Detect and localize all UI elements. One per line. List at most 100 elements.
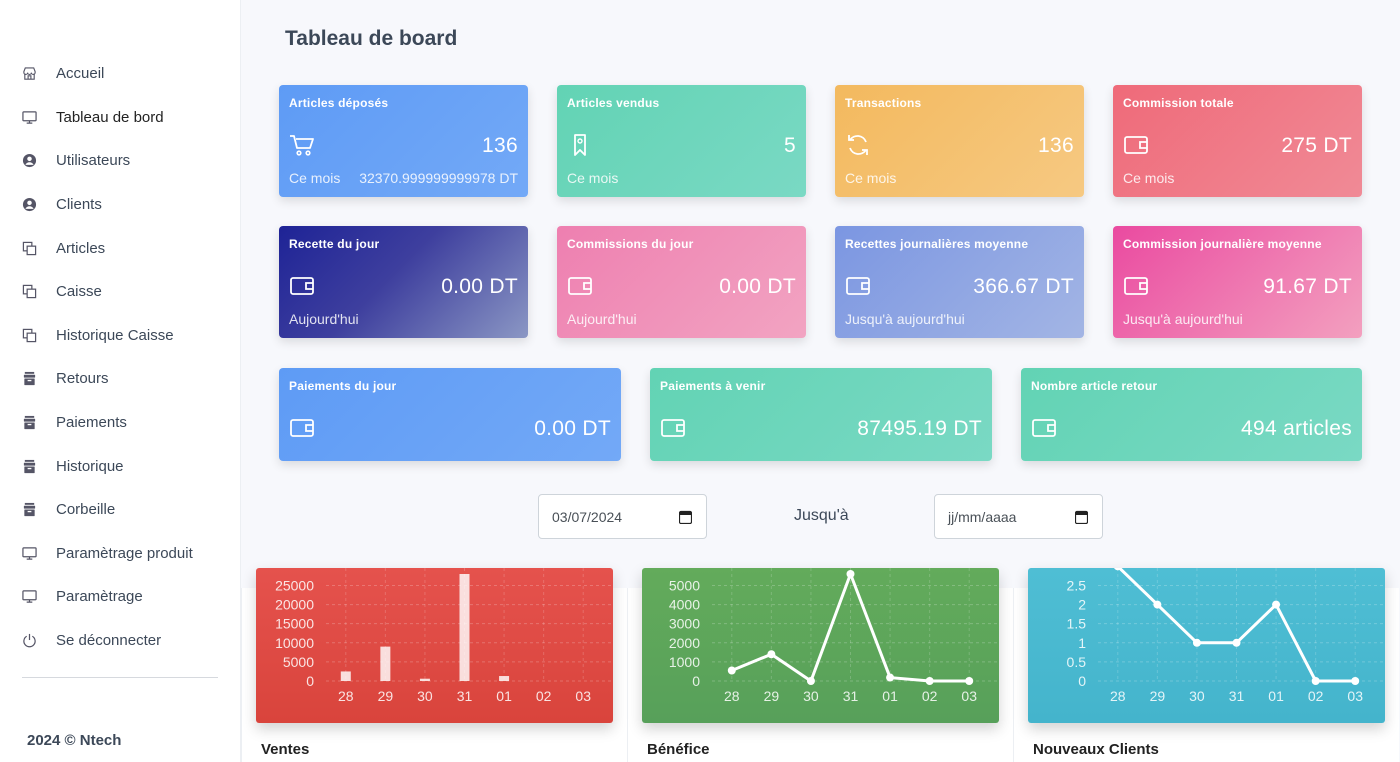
chart-benefice: 5000 4000 3000 2000 1000 0 28 29 30 31 01 02 03 (642, 568, 999, 723)
x-tick-label: 03 (1347, 688, 1363, 704)
y-tick-label: 0 (306, 673, 314, 689)
sidebar-item-historique-caisse[interactable]: Historique Caisse (0, 314, 241, 358)
card-value: 91.67 DT (1263, 275, 1352, 298)
card-period: Ce mois (845, 170, 897, 186)
card-articles-deposes: Articles déposés 136 Ce mois 32370.99999… (279, 85, 528, 197)
card-period: Ce mois (1123, 170, 1175, 186)
x-tick-label: 29 (378, 688, 394, 704)
sidebar-item-retours[interactable]: Retours (0, 357, 241, 401)
data-point (1272, 600, 1281, 609)
sidebar-item-label: Paramètrage produit (56, 544, 193, 562)
sidebar-item-se-deconnecter[interactable]: Se déconnecter (0, 619, 241, 663)
sidebar-item-clients[interactable]: Clients (0, 183, 241, 227)
sidebar-item-accueil[interactable]: Accueil (0, 52, 241, 96)
wallet-icon (1032, 419, 1056, 437)
x-tick-label: 01 (496, 688, 512, 704)
calendar-icon[interactable] (679, 510, 692, 524)
card-paiements-a-venir: Paiements à venir 87495.19 DT (650, 368, 992, 461)
data-point (925, 677, 934, 685)
bar (419, 678, 430, 681)
card-value: 136 (482, 134, 518, 157)
refresh-icon (848, 135, 868, 155)
card-value: 0.00 DT (719, 275, 796, 298)
card-value: 0.00 DT (441, 275, 518, 298)
sidebar-item-label: Paramètrage (56, 588, 143, 606)
x-tick-label: 31 (457, 688, 473, 704)
copy-icon (21, 240, 37, 256)
card-amount: 32370.999999999978 DT (359, 170, 518, 186)
store-icon (21, 66, 37, 82)
card-period: Jusqu'à aujourd'hui (1123, 311, 1243, 327)
card-title: Recette du jour (289, 237, 380, 251)
card-title: Recettes journalières moyenne (845, 237, 1029, 251)
y-tick-label: 15000 (275, 616, 314, 632)
wallet-icon (1124, 136, 1148, 154)
bar (380, 646, 391, 681)
user-circle-icon (21, 197, 37, 213)
y-tick-label: 10000 (275, 635, 314, 651)
card-value: 494 articles (1241, 417, 1352, 440)
card-period: Jusqu'à aujourd'hui (845, 311, 965, 327)
sidebar-item-parametrage-produit[interactable]: Paramètrage produit (0, 532, 241, 576)
card-period: Aujourd'hui (289, 311, 359, 327)
box-icon (21, 415, 37, 431)
chart-label-ventes: Ventes (261, 741, 310, 758)
y-tick-label: 1000 (669, 654, 700, 670)
card-period: Ce mois (567, 170, 619, 186)
end-date-input[interactable]: jj/mm/aaaa (934, 494, 1103, 539)
copy-icon (21, 327, 37, 343)
sidebar-item-label: Utilisateurs (56, 152, 131, 170)
chart-ventes-svg: 25000 20000 15000 10000 5000 0 28 29 30 31 01 02 03 (275, 568, 613, 704)
sidebar-nav: Accueil Tableau de bord Utilisateurs Client… (0, 52, 241, 662)
sidebar-item-parametrage[interactable]: Paramètrage (0, 575, 241, 619)
footer-copyright: 2024 © Ntech (27, 732, 122, 749)
wallet-icon (1124, 277, 1148, 295)
card-title: Paiements du jour (289, 379, 397, 393)
card-title: Articles vendus (567, 96, 660, 110)
sidebar-item-label: Se déconnecter (56, 632, 162, 650)
sidebar: Accueil Tableau de bord Utilisateurs Client… (0, 0, 241, 762)
sidebar-item-historique[interactable]: Historique (0, 444, 241, 488)
calendar-icon[interactable] (1075, 510, 1088, 524)
card-value: 275 DT (1281, 134, 1352, 157)
y-tick-label: 3000 (669, 616, 700, 632)
sidebar-item-label: Accueil (56, 65, 105, 83)
data-point (1311, 677, 1320, 685)
x-tick-label: 01 (882, 688, 898, 704)
y-tick-label: 0 (1078, 673, 1086, 689)
power-icon (21, 633, 37, 649)
sidebar-item-caisse[interactable]: Caisse (0, 270, 241, 314)
wallet-icon (846, 277, 870, 295)
x-tick-label: 28 (338, 688, 354, 704)
card-period: Ce mois (289, 170, 341, 186)
card-title: Transactions (845, 96, 922, 110)
card-value: 5 (784, 134, 796, 157)
chart-benefice-svg: 5000 4000 3000 2000 1000 0 28 29 30 31 01 02 03 (669, 568, 999, 704)
x-tick-label: 31 (1229, 688, 1245, 704)
data-point (727, 666, 736, 675)
sidebar-item-articles[interactable]: Articles (0, 226, 241, 270)
data-point (886, 673, 895, 682)
start-date-input[interactable]: 03/07/2024 (538, 494, 707, 539)
page-title: Tableau de board (285, 27, 458, 50)
sidebar-item-tableau-de-bord[interactable]: Tableau de bord (0, 96, 241, 140)
x-tick-label: 02 (922, 688, 938, 704)
y-tick-label: 2000 (669, 635, 700, 651)
until-label: Jusqu'à (794, 507, 849, 524)
sidebar-item-paiements[interactable]: Paiements (0, 401, 241, 445)
monitor-icon (21, 109, 37, 125)
card-recettes-journalieres-moyenne: Recettes journalières moyenne 366.67 DT … (835, 226, 1084, 338)
x-tick-label: 28 (724, 688, 740, 704)
data-point (1153, 600, 1162, 609)
y-tick-label: 2 (1078, 597, 1086, 613)
card-value: 136 (1038, 134, 1074, 157)
x-tick-label: 30 (1189, 688, 1205, 704)
sidebar-item-label: Tableau de bord (56, 108, 164, 126)
sidebar-item-label: Historique (56, 457, 124, 475)
x-tick-label: 03 (961, 688, 977, 704)
data-point (806, 677, 815, 685)
card-value: 366.67 DT (973, 275, 1074, 298)
chart-label-benefice: Bénéfice (647, 741, 710, 758)
sidebar-item-utilisateurs[interactable]: Utilisateurs (0, 139, 241, 183)
sidebar-item-corbeille[interactable]: Corbeille (0, 488, 241, 532)
